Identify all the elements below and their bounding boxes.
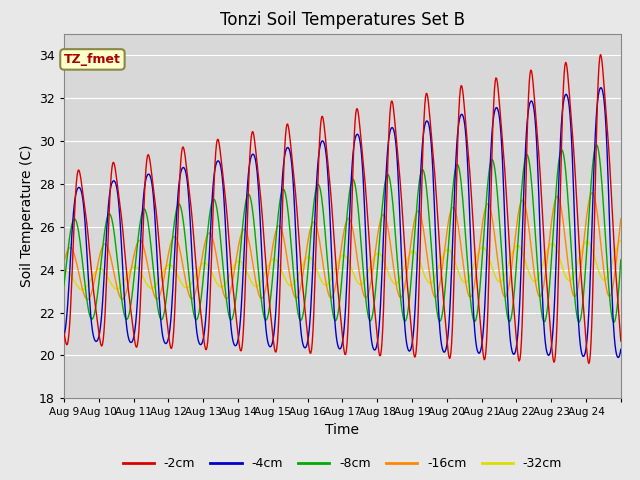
Text: TZ_fmet: TZ_fmet xyxy=(64,53,121,66)
Legend: -2cm, -4cm, -8cm, -16cm, -32cm: -2cm, -4cm, -8cm, -16cm, -32cm xyxy=(118,452,567,475)
X-axis label: Time: Time xyxy=(325,423,360,437)
Y-axis label: Soil Temperature (C): Soil Temperature (C) xyxy=(20,145,33,287)
Title: Tonzi Soil Temperatures Set B: Tonzi Soil Temperatures Set B xyxy=(220,11,465,29)
